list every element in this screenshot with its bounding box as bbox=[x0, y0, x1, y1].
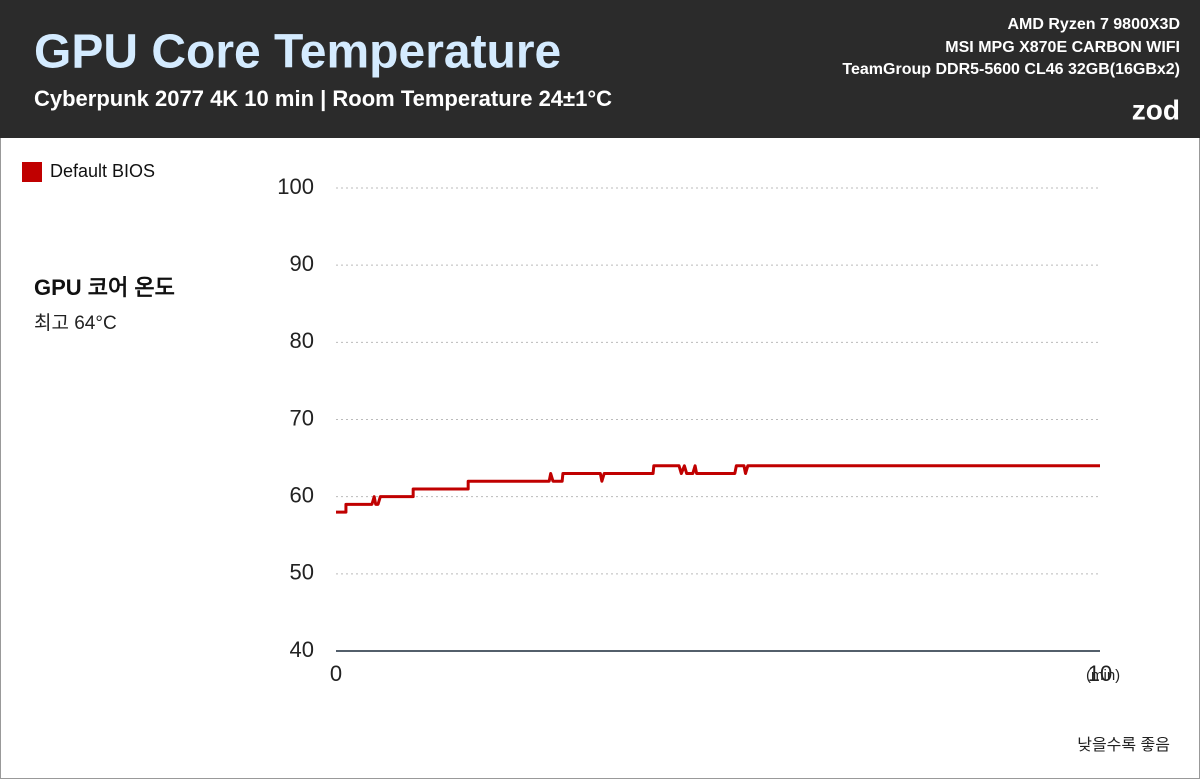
footnote: 낮을수록 좋음 bbox=[1077, 736, 1170, 754]
legend-label: Default BIOS bbox=[50, 161, 155, 181]
spec: AMD Ryzen 7 9800X3D bbox=[1007, 16, 1180, 33]
x-tick-label: 0 bbox=[330, 661, 342, 686]
y-tick-label: 100 bbox=[277, 174, 314, 199]
y-tick-label: 90 bbox=[290, 251, 314, 276]
x-tick-label: 10 bbox=[1088, 661, 1112, 686]
subtitle: Cyberpunk 2077 4K 10 min | Room Temperat… bbox=[34, 86, 612, 111]
legend-swatch bbox=[22, 162, 42, 182]
spec: TeamGroup DDR5-5600 CL46 32GB(16GBx2) bbox=[842, 61, 1180, 78]
metric-label: GPU 코어 온도 bbox=[34, 275, 175, 300]
y-tick-label: 40 bbox=[290, 637, 314, 662]
y-tick-label: 60 bbox=[290, 482, 314, 507]
y-tick-label: 70 bbox=[290, 405, 314, 430]
brand: zod bbox=[1132, 94, 1180, 125]
chart-title: GPU Core Temperature bbox=[34, 26, 561, 79]
metric-value: 최고 64°C bbox=[34, 312, 117, 334]
header bbox=[0, 0, 1200, 138]
series-line bbox=[336, 464, 1100, 514]
spec: MSI MPG X870E CARBON WIFI bbox=[945, 39, 1180, 56]
y-tick-label: 80 bbox=[290, 328, 314, 353]
x-unit: (min) bbox=[1086, 667, 1120, 684]
y-tick-label: 50 bbox=[290, 560, 314, 585]
